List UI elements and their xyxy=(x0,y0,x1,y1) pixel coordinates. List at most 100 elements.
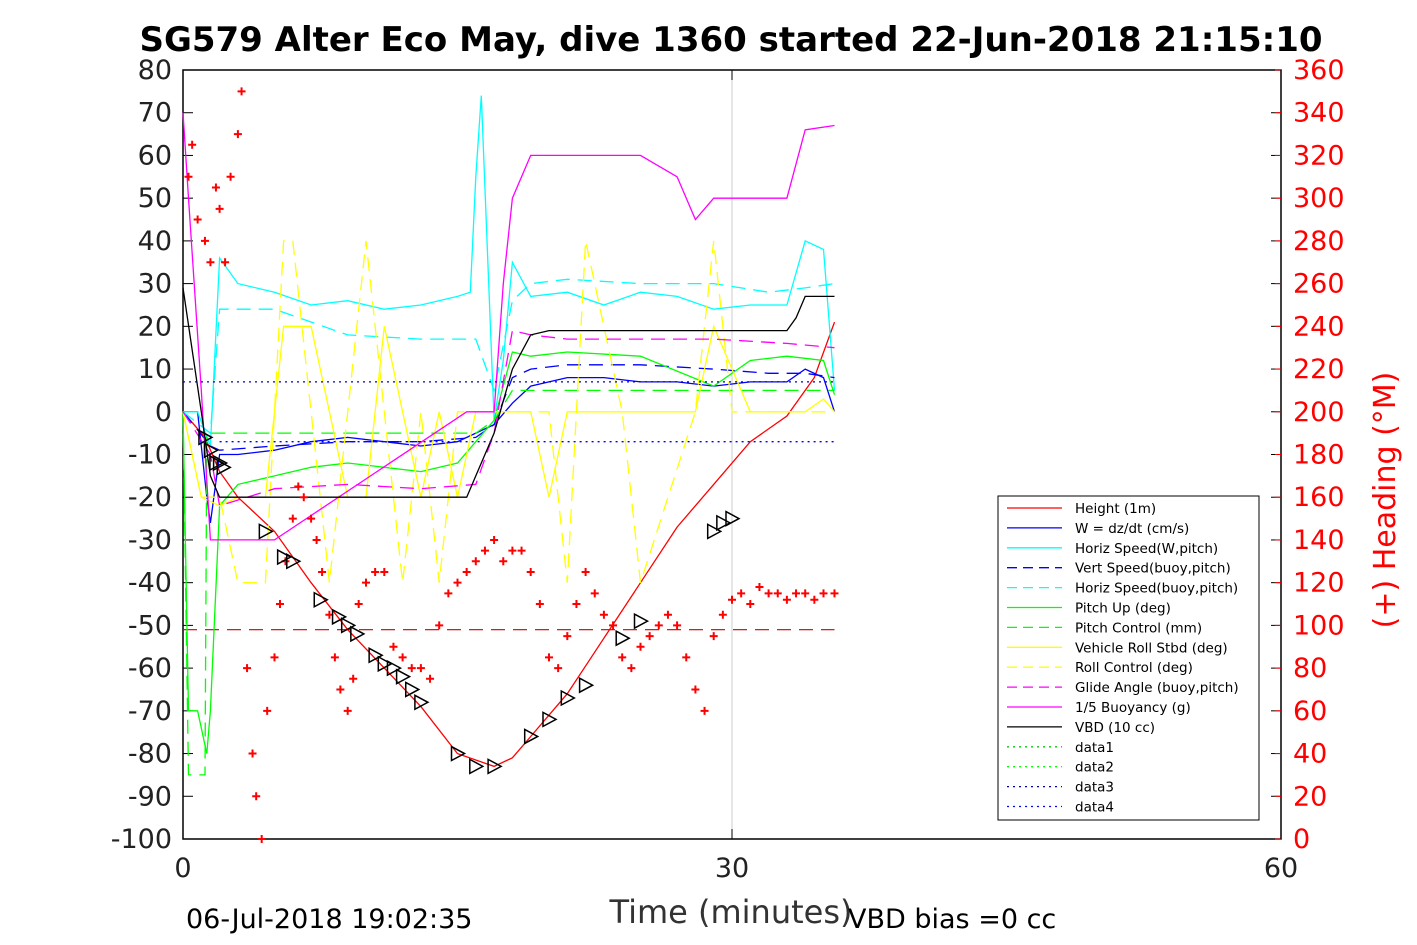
y-tick-label: -60 xyxy=(128,653,172,684)
gc-marker xyxy=(198,429,214,446)
heading-point xyxy=(426,674,435,683)
x-axis: 0 30 60 xyxy=(174,70,1298,884)
y-right-tick-label: 340 xyxy=(1293,98,1345,129)
heading-point xyxy=(773,589,782,598)
heading-point xyxy=(444,589,453,598)
heading-point xyxy=(572,600,581,609)
heading-point xyxy=(398,653,407,662)
series-line-8 xyxy=(182,240,835,584)
heading-point xyxy=(618,653,627,662)
heading-point xyxy=(499,557,508,566)
heading-point xyxy=(508,546,517,555)
y-tick-label: -90 xyxy=(128,781,172,812)
heading-point xyxy=(673,621,682,630)
heading-point xyxy=(663,610,672,619)
series-line-4 xyxy=(182,278,835,435)
gc-marker xyxy=(340,617,357,634)
legend-entry: Roll Control (deg) xyxy=(1075,660,1193,676)
legend-entry: 1/5 Buoyancy (g) xyxy=(1075,700,1191,716)
gc-marker xyxy=(560,689,576,707)
legend-entry: data4 xyxy=(1075,800,1114,816)
y-right-tick-label: 20 xyxy=(1293,781,1327,812)
gc-marker xyxy=(450,745,467,762)
y-tick-label: -30 xyxy=(128,525,172,556)
heading-point xyxy=(526,567,535,576)
y-right-tick-label: 40 xyxy=(1293,739,1327,770)
heading-point xyxy=(691,685,700,694)
heading-point xyxy=(226,172,235,181)
heading-point xyxy=(233,130,242,139)
heading-point xyxy=(599,610,608,619)
gc-marker xyxy=(615,629,631,647)
legend-entry: Vert Speed(buoy,pitch) xyxy=(1075,561,1231,577)
heading-point xyxy=(471,557,480,566)
gc-marker xyxy=(368,647,384,664)
heading-point xyxy=(237,87,246,96)
y-right-tick-label: 280 xyxy=(1293,226,1345,257)
heading-point xyxy=(270,653,279,662)
y-tick-label: 50 xyxy=(138,183,172,214)
heading-point xyxy=(215,204,224,213)
heading-point xyxy=(627,664,636,673)
heading-point xyxy=(307,514,316,523)
heading-point xyxy=(746,600,755,609)
heading-point xyxy=(288,514,297,523)
heading-point xyxy=(435,621,444,630)
gc-marker xyxy=(633,612,650,630)
gc-marker xyxy=(313,591,329,609)
heading-point xyxy=(810,595,819,604)
heading-point xyxy=(581,567,590,576)
gc-marker xyxy=(469,758,485,775)
legend-entry: data3 xyxy=(1075,780,1114,796)
gc-marker xyxy=(395,668,412,685)
gc-marker xyxy=(725,510,741,527)
legend: Height (1m) W = dz/dt (cm/s) Horiz Speed(W… xyxy=(997,495,1260,821)
y-right-tick-label: 100 xyxy=(1293,610,1345,641)
gc-marker xyxy=(542,711,558,728)
y-right-tick-label: 0 xyxy=(1293,824,1310,855)
y-tick-label: -80 xyxy=(128,739,172,770)
y-tick-label: 80 xyxy=(138,55,172,86)
heading-point xyxy=(221,258,230,267)
heading-point xyxy=(318,567,327,576)
legend-entry: Glide Angle (buoy,pitch) xyxy=(1075,680,1239,696)
series-line-10 xyxy=(182,112,835,541)
heading-point xyxy=(764,589,773,598)
heading-point xyxy=(188,140,197,149)
legend-entry: data1 xyxy=(1075,740,1114,756)
x-tick-label: 60 xyxy=(1264,853,1298,884)
gc-marker xyxy=(286,553,302,570)
heading-point xyxy=(200,236,209,245)
heading-point xyxy=(407,664,416,673)
gc-marker xyxy=(706,523,723,540)
heading-point xyxy=(349,674,358,683)
series-line-5 xyxy=(182,351,836,754)
heading-point xyxy=(330,653,339,662)
heading-point xyxy=(362,578,370,587)
series-line-2 xyxy=(183,95,836,447)
heading-point xyxy=(294,482,303,491)
series-line-11 xyxy=(182,287,835,498)
heading-point xyxy=(243,664,252,673)
legend-entry: Height (1m) xyxy=(1075,501,1156,517)
legend-entry: data2 xyxy=(1075,760,1114,776)
gc-marker xyxy=(405,681,421,698)
gc-marker xyxy=(716,514,732,532)
y-tick-label: 70 xyxy=(138,98,172,129)
y-right-tick-label: 160 xyxy=(1293,482,1345,513)
legend-entry: Pitch Up (deg) xyxy=(1075,601,1171,617)
legend-entry: Horiz Speed(W,pitch) xyxy=(1075,541,1218,557)
series-line-6 xyxy=(182,389,835,776)
y-tick-label: 60 xyxy=(138,140,172,171)
marker-layer xyxy=(198,429,741,775)
gc-marker xyxy=(331,608,348,626)
heading-point xyxy=(654,621,663,630)
heading-point xyxy=(755,582,764,591)
heading-point xyxy=(700,706,709,715)
y-tick-label: 10 xyxy=(138,354,172,385)
gc-marker xyxy=(350,625,366,643)
y-tick-label: -50 xyxy=(128,610,172,641)
y-tick-label: 40 xyxy=(138,226,172,257)
heading-point xyxy=(354,600,363,609)
heading-point xyxy=(263,706,272,715)
